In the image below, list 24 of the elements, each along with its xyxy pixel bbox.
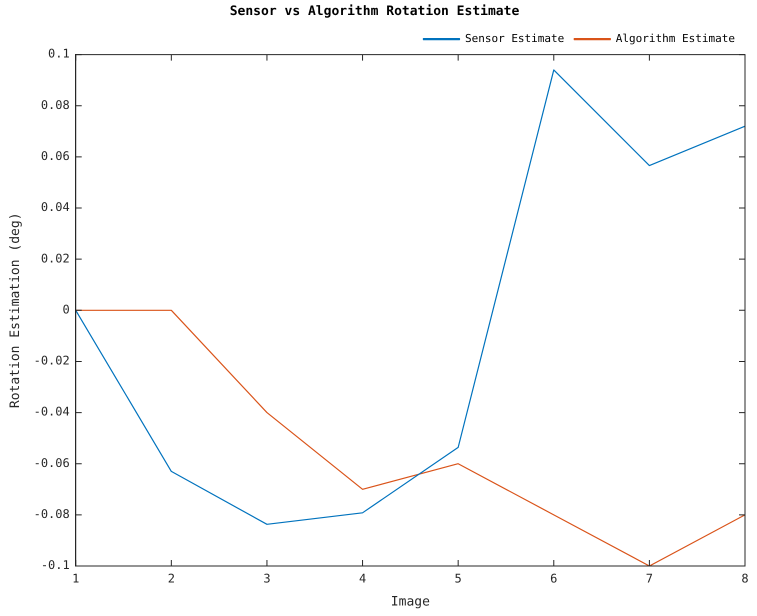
legend-label: Sensor Estimate	[464, 32, 564, 45]
x-tick-label: 7	[646, 571, 654, 586]
y-tick-label: 0	[62, 302, 70, 316]
chart-title: Sensor vs Algorithm Rotation Estimate	[230, 4, 520, 20]
y-tick-label: 0.08	[40, 98, 70, 112]
x-tick-label: 8	[741, 571, 749, 586]
y-tick-label: 0.04	[40, 200, 70, 214]
y-axis-title: Rotation Estimation (deg)	[8, 212, 24, 408]
y-tick-label: -0.08	[34, 506, 70, 521]
y-tick-label: -0.1	[40, 558, 70, 572]
x-tick-label: 6	[550, 571, 558, 586]
y-tick-label: 0.06	[40, 149, 70, 164]
y-tick-label: -0.04	[34, 404, 70, 419]
y-tick-label: 0.1	[48, 46, 70, 61]
x-tick-label: 2	[168, 571, 175, 586]
x-tick-label: 5	[454, 571, 462, 586]
x-axis-title: Image	[390, 594, 430, 610]
x-tick-label: 4	[358, 571, 366, 586]
y-tick-label: -0.06	[34, 456, 70, 470]
legend-label: Algorithm Estimate	[616, 32, 736, 45]
x-tick-label: 3	[263, 571, 271, 586]
x-tick-label: 1	[72, 571, 80, 586]
y-tick-label: -0.02	[34, 354, 70, 368]
y-tick-label: 0.02	[40, 251, 70, 266]
